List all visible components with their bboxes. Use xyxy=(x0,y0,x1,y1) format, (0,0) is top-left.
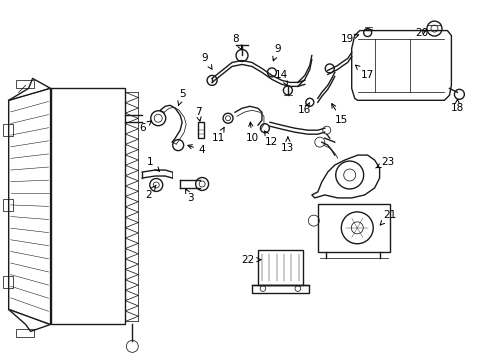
Text: 7: 7 xyxy=(194,107,201,121)
Text: 17: 17 xyxy=(355,65,373,80)
Text: 18: 18 xyxy=(450,99,463,113)
Text: 5: 5 xyxy=(178,89,185,105)
Text: 6: 6 xyxy=(139,121,151,133)
Bar xyxy=(258,250,302,285)
Bar xyxy=(2,276,13,288)
Text: 23: 23 xyxy=(375,157,393,168)
Bar xyxy=(317,204,389,252)
Text: 3: 3 xyxy=(185,189,193,203)
Text: 11: 11 xyxy=(211,127,224,143)
Bar xyxy=(16,329,34,337)
Bar xyxy=(198,122,203,138)
Bar xyxy=(2,199,13,211)
Text: 15: 15 xyxy=(331,104,347,125)
Bar xyxy=(2,124,13,136)
Text: 8: 8 xyxy=(232,33,241,50)
Text: 16: 16 xyxy=(298,103,311,115)
Text: 2: 2 xyxy=(144,185,156,200)
Text: 9: 9 xyxy=(202,54,212,69)
Text: 1: 1 xyxy=(147,157,159,171)
Text: 13: 13 xyxy=(281,137,294,153)
Text: 4: 4 xyxy=(187,145,205,155)
Text: 22: 22 xyxy=(241,255,261,265)
Text: 10: 10 xyxy=(245,122,258,143)
Text: 12: 12 xyxy=(264,131,278,147)
Bar xyxy=(251,285,308,293)
Text: 20: 20 xyxy=(414,28,427,37)
Text: 19: 19 xyxy=(341,33,358,44)
Text: 14: 14 xyxy=(275,71,288,86)
Text: 21: 21 xyxy=(379,210,395,225)
Bar xyxy=(16,80,34,88)
Text: 9: 9 xyxy=(272,44,281,61)
